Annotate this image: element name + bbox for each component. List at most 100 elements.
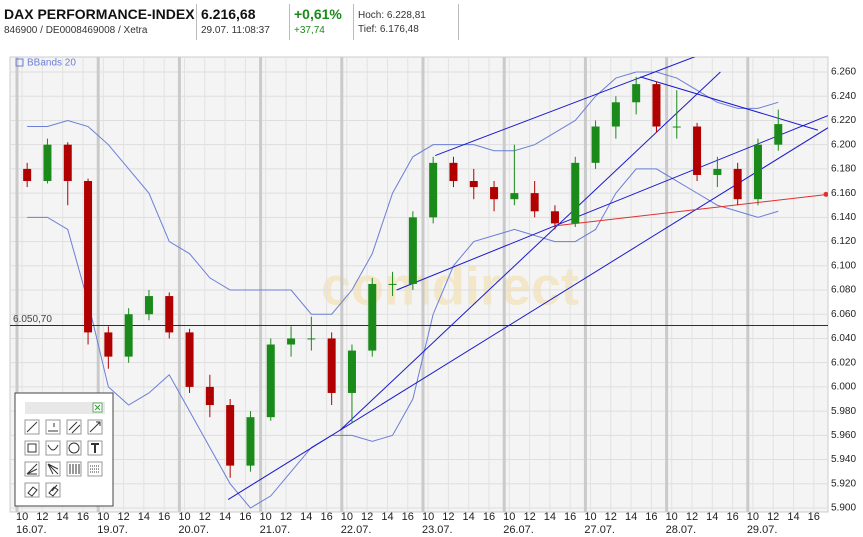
bollinger-upper <box>27 71 779 315</box>
tool-line[interactable] <box>24 419 40 435</box>
x-tick-label: 10 <box>341 511 353 523</box>
x-tick-label: 14 <box>381 511 393 523</box>
x-tick-label: 10 <box>747 511 759 523</box>
x-tick-label: 10 <box>178 511 190 523</box>
index-ids: 846900 / DE0008469008 / Xetra <box>4 25 148 36</box>
quote-header: DAX PERFORMANCE-INDEX 846900 / DE0008469… <box>0 0 863 44</box>
toolbox-bar <box>25 402 105 414</box>
y-tick-label: 6.100 <box>831 260 856 271</box>
range-cell: Hoch: 6.228,81 Tief: 6.176,48 <box>354 4 459 40</box>
x-tick-label: 14 <box>57 511 69 523</box>
tool-arrow[interactable] <box>87 419 103 435</box>
candle-body <box>347 350 356 393</box>
tool-erase[interactable] <box>24 482 40 498</box>
candle-body <box>144 296 153 315</box>
close-icon <box>94 404 101 411</box>
tool-text[interactable] <box>87 440 103 456</box>
x-tick-label: 12 <box>605 511 617 523</box>
tool-fib-fan[interactable] <box>45 461 61 477</box>
tool-arc[interactable] <box>45 440 61 456</box>
candle-body <box>672 126 681 128</box>
y-tick-label: 6.180 <box>831 164 856 175</box>
date-label: 23.07. <box>422 524 453 536</box>
x-tick-label: 16 <box>726 511 738 523</box>
candle-body <box>469 181 478 188</box>
candle-body <box>226 405 235 466</box>
candle-body <box>205 386 214 406</box>
x-tick-label: 14 <box>787 511 799 523</box>
candle-body <box>530 193 539 212</box>
high: Hoch: 6.228,81 <box>358 10 426 21</box>
trend-line <box>227 127 828 500</box>
tool-hline[interactable] <box>45 419 61 435</box>
candle-body <box>63 144 72 182</box>
candle-body <box>550 211 559 224</box>
x-tick-label: 12 <box>36 511 48 523</box>
y-tick-label: 6.040 <box>831 333 856 344</box>
watermark: comdirect <box>321 256 579 316</box>
x-tick-label: 14 <box>463 511 475 523</box>
drawing-toolbox <box>14 392 114 507</box>
candle-body <box>185 332 194 387</box>
x-tick-label: 14 <box>300 511 312 523</box>
candle-body <box>713 168 722 175</box>
trend-line <box>554 193 828 227</box>
candle-body <box>23 168 32 182</box>
index-name: DAX PERFORMANCE-INDEX <box>4 6 195 22</box>
candle-body <box>733 168 742 200</box>
candle-body <box>571 162 580 224</box>
candle-body <box>510 193 519 200</box>
x-tick-label: 14 <box>706 511 718 523</box>
legend-label: BBands 20 <box>27 58 76 69</box>
candle-body <box>307 338 316 340</box>
legend-icon <box>15 58 24 67</box>
x-tick-label: 12 <box>361 511 373 523</box>
x-tick-label: 16 <box>320 511 332 523</box>
date-label: 29.07. <box>747 524 778 536</box>
x-tick-label: 10 <box>260 511 272 523</box>
tool-fib[interactable] <box>87 461 103 477</box>
x-tick-label: 14 <box>625 511 637 523</box>
candle-body <box>84 181 93 333</box>
y-tick-label: 5.980 <box>831 406 856 417</box>
change-abs: +37,74 <box>294 25 325 36</box>
y-tick-label: 6.240 <box>831 91 856 102</box>
candle-body <box>693 126 702 175</box>
y-tick-label: 6.160 <box>831 188 856 199</box>
tool-rect[interactable] <box>24 440 40 456</box>
x-tick-label: 16 <box>483 511 495 523</box>
tool-erase-all[interactable] <box>45 482 61 498</box>
candle-body <box>368 283 377 351</box>
line-end-marker <box>823 191 828 197</box>
x-tick-label: 16 <box>808 511 820 523</box>
y-tick-label: 5.920 <box>831 478 856 489</box>
date-label: 19.07. <box>97 524 128 536</box>
trend-line <box>396 225 556 291</box>
x-tick-label: 12 <box>442 511 454 523</box>
y-tick-label: 6.080 <box>831 285 856 296</box>
date-label: 22.07. <box>341 524 372 536</box>
y-tick-label: 6.000 <box>831 382 856 393</box>
date-label: 28.07. <box>666 524 697 536</box>
x-tick-label: 16 <box>77 511 89 523</box>
y-tick-label: 6.060 <box>831 309 856 320</box>
bollinger-lower <box>27 168 779 509</box>
y-tick-label: 6.020 <box>831 357 856 368</box>
candle-body <box>774 124 783 145</box>
x-tick-label: 12 <box>686 511 698 523</box>
candle-body <box>652 84 661 127</box>
x-tick-label: 14 <box>544 511 556 523</box>
candle-body <box>753 144 762 200</box>
candle-body <box>388 283 397 285</box>
tool-parallel[interactable] <box>66 419 82 435</box>
candle-body <box>429 162 438 218</box>
tool-fan[interactable] <box>24 461 40 477</box>
date-label: 27.07. <box>584 524 615 536</box>
tool-circle[interactable] <box>66 440 82 456</box>
timestamp: 29.07. 11:08:37 <box>201 25 270 36</box>
low: Tief: 6.176,48 <box>358 24 419 35</box>
candle-body <box>632 84 641 103</box>
tool-cycles[interactable] <box>66 461 82 477</box>
